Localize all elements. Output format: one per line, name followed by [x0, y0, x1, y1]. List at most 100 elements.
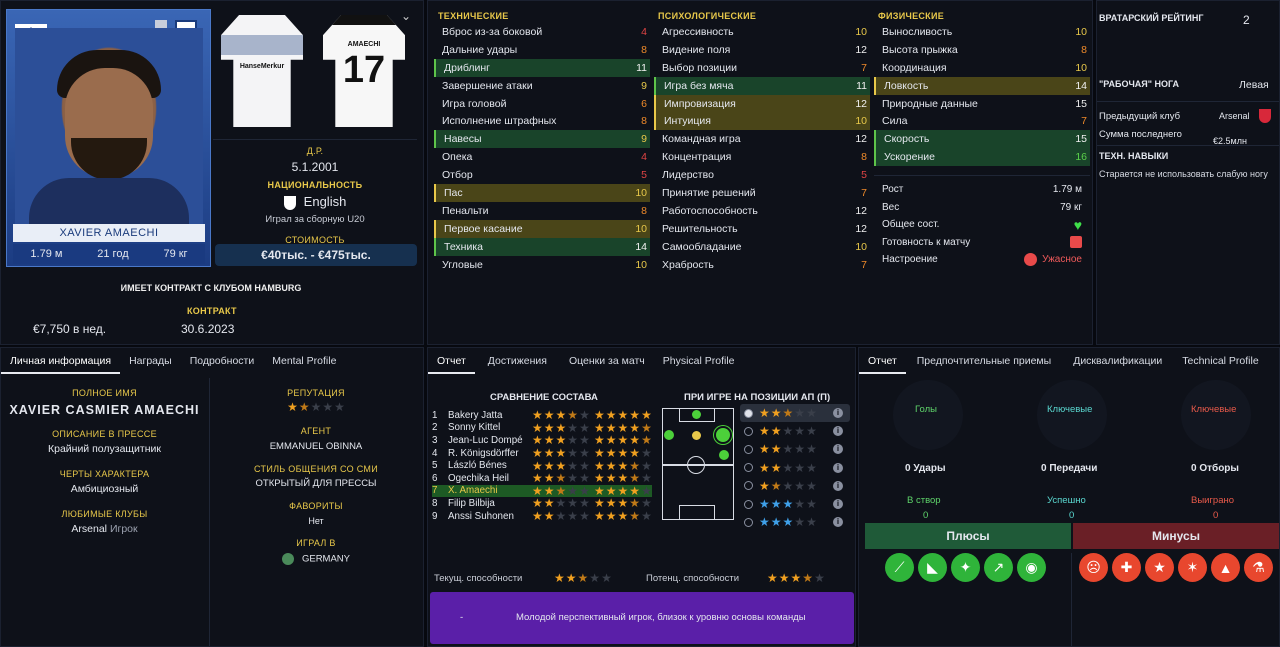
- attribute-row[interactable]: Игра головой 6: [434, 95, 650, 113]
- star-icon[interactable]: ★: [1145, 553, 1174, 582]
- attribute-row[interactable]: Завершение атаки 9: [434, 77, 650, 95]
- agent-value[interactable]: EMMANUEL OBINNA: [269, 441, 363, 452]
- attribute-row[interactable]: Решительность 12: [654, 220, 870, 238]
- attribute-row[interactable]: Навесы 9: [434, 130, 650, 149]
- squad-row[interactable]: 3 Jean-Luc Dompé ★ ★ ★ ★ ★ ★ ★ ★ ★ ★: [432, 434, 652, 447]
- squad-row[interactable]: 5 László Bénes ★ ★ ★ ★ ★ ★ ★ ★ ★ ★: [432, 459, 652, 472]
- attribute-row[interactable]: Командная игра 12: [654, 130, 870, 148]
- attribute-row[interactable]: Сила 7: [874, 112, 1090, 130]
- position-rating-row[interactable]: ★ ★ ★ ★ ★ i: [740, 513, 850, 531]
- attribute-row[interactable]: Концентрация 8: [654, 148, 870, 166]
- attribute-row[interactable]: Отбор 5: [434, 166, 650, 184]
- attribute-row[interactable]: Агрессивность 10: [654, 23, 870, 41]
- info-icon[interactable]: i: [833, 462, 843, 473]
- attribute-row[interactable]: Пенальти 8: [434, 202, 650, 220]
- attribute-row[interactable]: Видение поля 12: [654, 41, 870, 59]
- position-radio-icon[interactable]: [744, 517, 753, 527]
- attribute-row[interactable]: Лидерство 5: [654, 166, 870, 184]
- info-icon[interactable]: i: [833, 517, 843, 528]
- attribute-row[interactable]: Дальние удары 8: [434, 41, 650, 59]
- attribute-row[interactable]: Ловкость 14: [874, 76, 1090, 95]
- dribble-icon[interactable]: ⟋: [885, 553, 914, 582]
- star-icon: ★: [759, 478, 770, 493]
- position-dot-selected[interactable]: [716, 428, 730, 442]
- attribute-row[interactable]: Координация 10: [874, 59, 1090, 77]
- attribute-row[interactable]: Интуиция 10: [654, 112, 870, 131]
- attribute-row[interactable]: Исполнение штрафных 8: [434, 112, 650, 130]
- star-icon: ★: [555, 458, 567, 473]
- position-rating-row[interactable]: ★ ★ ★ ★ ★ i: [740, 440, 850, 458]
- position-radio-icon[interactable]: [744, 481, 753, 491]
- position-radio-icon[interactable]: [744, 499, 753, 509]
- position-rating-row[interactable]: ★ ★ ★ ★ ★ i: [740, 477, 850, 495]
- position-radio-icon[interactable]: [744, 444, 753, 454]
- squad-row[interactable]: 1 Bakery Jatta ★ ★ ★ ★ ★ ★ ★ ★ ★ ★: [432, 409, 652, 422]
- attribute-row[interactable]: Принятие решений 7: [654, 184, 870, 202]
- tab-preferred-moves[interactable]: Предпочтительные приемы: [916, 355, 1052, 367]
- position-radio-icon[interactable]: [744, 426, 753, 436]
- attribute-row[interactable]: Вброс из-за боковой 4: [434, 23, 650, 41]
- kit-dropdown-chevron-icon[interactable]: ⌄: [401, 9, 412, 23]
- attribute-row[interactable]: Игра без мяча 11: [654, 76, 870, 95]
- position-rating-row[interactable]: ★ ★ ★ ★ ★ i: [740, 459, 850, 477]
- attribute-row[interactable]: Опека 4: [434, 148, 650, 166]
- attribute-row[interactable]: Выбор позиции 7: [654, 59, 870, 77]
- attribute-value: 10: [855, 115, 867, 128]
- tab-achievements[interactable]: Достижения: [487, 355, 547, 367]
- position-radio-icon[interactable]: [744, 463, 753, 473]
- handshake-icon[interactable]: ✦: [951, 553, 980, 582]
- flask-icon[interactable]: ⚗: [1244, 553, 1273, 582]
- boot-icon[interactable]: ◣: [918, 553, 947, 582]
- squad-row[interactable]: 9 Anssi Suhonen ★ ★ ★ ★ ★ ★ ★ ★ ★ ★: [432, 510, 652, 523]
- info-icon[interactable]: i: [833, 444, 843, 455]
- attribute-row[interactable]: Работоспособность 12: [654, 202, 870, 220]
- tab-details[interactable]: Подробности: [189, 355, 255, 367]
- attribute-row[interactable]: Импровизация 12: [654, 94, 870, 113]
- info-icon[interactable]: i: [833, 499, 843, 510]
- attribute-row[interactable]: Дриблинг 11: [434, 58, 650, 77]
- brain-icon[interactable]: ◉: [1017, 553, 1046, 582]
- info-icon[interactable]: i: [833, 426, 843, 437]
- info-icon[interactable]: i: [833, 480, 843, 491]
- tab-match-ratings[interactable]: Оценки за матч: [568, 355, 645, 367]
- squad-row[interactable]: 7 X. Amaechi ★ ★ ★ ★ ★ ★ ★ ★ ★ ★: [432, 484, 652, 498]
- attribute-row[interactable]: Скорость 15: [874, 130, 1090, 149]
- tab-mental-profile[interactable]: Mental Profile: [272, 355, 337, 367]
- attribute-row[interactable]: Угловые 10: [434, 256, 650, 274]
- fav-club[interactable]: Arsenal: [71, 523, 108, 535]
- tab-report[interactable]: Отчет: [428, 348, 475, 374]
- position-radio-icon[interactable]: [744, 408, 753, 418]
- tab-personal-info[interactable]: Личная информация: [1, 348, 121, 374]
- squad-row[interactable]: 2 Sonny Kittel ★ ★ ★ ★ ★ ★ ★ ★ ★ ★: [432, 422, 652, 435]
- attribute-row[interactable]: Самообладание 10: [654, 238, 870, 256]
- position-rating-row[interactable]: ★ ★ ★ ★ ★ i: [740, 495, 850, 513]
- squad-row[interactable]: 4 R. Königsdörffer ★ ★ ★ ★ ★ ★ ★ ★ ★ ★: [432, 447, 652, 460]
- trend-up-icon[interactable]: ↗: [984, 553, 1013, 582]
- attribute-row[interactable]: Первое касание 10: [434, 219, 650, 238]
- info-icon[interactable]: i: [833, 408, 843, 419]
- attribute-value: 12: [855, 222, 867, 235]
- attribute-name: Дальние удары: [442, 43, 518, 56]
- tab-technical-profile[interactable]: Technical Profile: [1182, 355, 1259, 367]
- attribute-row[interactable]: Высота прыжка 8: [874, 41, 1090, 59]
- star-icon: ★: [641, 496, 652, 511]
- attribute-row[interactable]: Техника 14: [434, 237, 650, 256]
- tab-scout-report[interactable]: Отчет: [859, 348, 906, 374]
- squad-row[interactable]: 8 Filip Bilbija ★ ★ ★ ★ ★ ★ ★ ★ ★ ★: [432, 497, 652, 510]
- attribute-row[interactable]: Выносливость 10: [874, 23, 1090, 41]
- attribute-row[interactable]: Храбрость 7: [654, 256, 870, 274]
- attribute-row[interactable]: Ускорение 16: [874, 148, 1090, 167]
- position-rating-row[interactable]: ★ ★ ★ ★ ★ i: [740, 422, 850, 440]
- tab-physical-profile[interactable]: Physical Profile: [662, 355, 735, 367]
- attribute-row[interactable]: Природные данные 15: [874, 95, 1090, 113]
- squad-row[interactable]: 6 Ogechika Heil ★ ★ ★ ★ ★ ★ ★ ★ ★ ★: [432, 472, 652, 485]
- angry-face-icon[interactable]: ☹: [1079, 553, 1108, 582]
- current-ability-label: Текущ. способности: [434, 573, 523, 584]
- injury-icon[interactable]: ✚: [1112, 553, 1141, 582]
- position-rating-row[interactable]: ★ ★ ★ ★ ★ i: [740, 404, 850, 423]
- cone-icon[interactable]: ▲: [1211, 553, 1240, 582]
- tackle-icon[interactable]: ✶: [1178, 553, 1207, 582]
- tab-suspensions[interactable]: Дисквалификации: [1073, 355, 1163, 367]
- attribute-row[interactable]: Пас 10: [434, 184, 650, 202]
- tab-awards[interactable]: Награды: [129, 355, 172, 367]
